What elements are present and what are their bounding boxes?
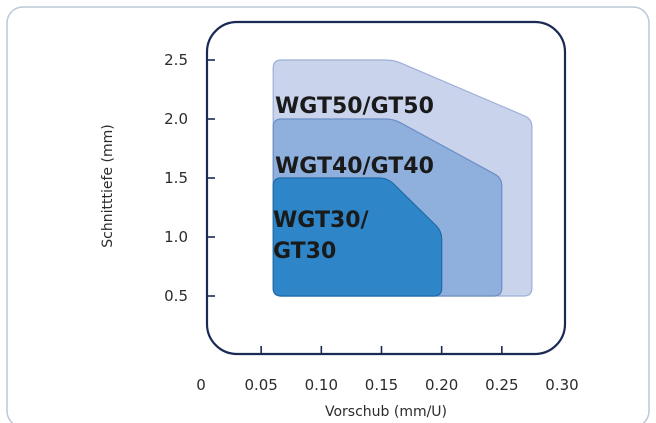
region-label: WGT30/ [273,208,370,233]
x-tick-label: 0.30 [545,376,578,394]
x-tick-label: 0.25 [485,376,518,394]
x-axis: 0 0.05 0.10 0.15 0.20 0.25 0.30 [196,346,579,394]
y-axis-title: Schnitttiefe (mm) [100,124,116,247]
region-label: WGT40/GT40 [275,154,434,179]
y-tick-label: 1.0 [164,228,188,246]
y-tick-label: 1.5 [164,169,188,187]
y-tick-label: 0.5 [164,287,188,305]
y-tick-label: 2.0 [164,110,188,128]
x-tick-label: 0 [196,376,206,394]
plot-frame [205,20,567,356]
x-tick-label: 0.05 [244,376,277,394]
x-tick-label: 0.15 [365,376,398,394]
region-label: GT30 [273,239,336,264]
x-tick-label: 0.20 [425,376,458,394]
x-axis-title: Vorschub (mm/U) [325,404,447,420]
x-tick-label: 0.10 [305,376,338,394]
region-label: WGT50/GT50 [275,94,434,119]
y-tick-label: 2.5 [164,51,188,69]
region-labels: WGT50/GT50 WGT40/GT40 WGT30/GT30 [273,94,434,264]
y-axis: 0.5 1.0 1.5 2.0 2.5 [164,51,215,305]
region-wgt30-gt30 [272,177,443,297]
region-group [272,59,533,297]
